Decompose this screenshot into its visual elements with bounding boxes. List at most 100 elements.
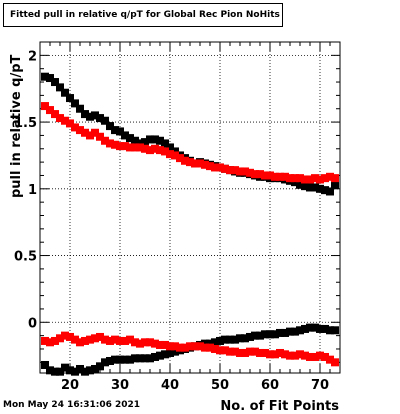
data-point	[206, 339, 214, 348]
data-point	[301, 351, 309, 360]
data-point	[111, 140, 119, 149]
data-point	[276, 328, 284, 337]
data-point	[311, 352, 319, 361]
data-point	[311, 323, 319, 332]
data-point	[181, 343, 189, 352]
data-point	[156, 136, 164, 145]
data-point	[146, 354, 154, 363]
axis-tick-labels: 20 30 40 50 60 70 0 0.5 1 1.5 2	[14, 49, 329, 393]
data-point	[61, 331, 69, 340]
data-point	[186, 158, 194, 167]
data-point	[86, 335, 94, 344]
data-point	[311, 183, 319, 192]
data-point	[281, 328, 289, 337]
data-point	[136, 354, 144, 363]
data-point	[231, 347, 239, 356]
data-point	[91, 364, 99, 373]
data-point	[201, 160, 209, 169]
data-point	[161, 340, 169, 349]
data-point	[261, 330, 269, 339]
x-tick-label: 50	[211, 378, 229, 393]
data-point	[146, 338, 154, 347]
y-tick-label: 1.5	[14, 116, 37, 131]
data-point	[96, 362, 104, 371]
x-axis-label: No. of Fit Points	[220, 399, 339, 414]
data-point	[276, 348, 284, 357]
data-point	[126, 355, 134, 364]
data-point	[121, 142, 129, 151]
data-point	[71, 99, 79, 108]
data-point	[286, 327, 294, 336]
data-point	[61, 363, 69, 372]
data-point	[316, 324, 324, 333]
data-point	[96, 332, 104, 341]
data-point	[176, 343, 184, 352]
data-point	[116, 355, 124, 364]
data-point	[81, 110, 89, 119]
data-point	[171, 147, 179, 156]
data-point	[41, 336, 49, 345]
data-point	[81, 336, 89, 345]
data-point	[256, 331, 264, 340]
data-point	[81, 367, 89, 376]
data-point	[201, 339, 209, 348]
data-point	[256, 170, 264, 179]
data-point	[181, 156, 189, 165]
data-point	[176, 154, 184, 163]
data-point	[111, 126, 119, 135]
data-point	[206, 343, 214, 352]
data-point	[46, 106, 54, 115]
data-point	[266, 330, 274, 339]
data-point	[291, 178, 299, 187]
data-point	[321, 174, 329, 183]
data-point	[196, 342, 204, 351]
data-point	[156, 146, 164, 155]
data-point	[96, 114, 104, 123]
data-point	[246, 347, 254, 356]
data-point	[51, 78, 59, 87]
data-point	[141, 138, 149, 147]
data-point	[276, 172, 284, 181]
data-point	[106, 356, 114, 365]
data-point	[296, 174, 304, 183]
data-point	[266, 171, 274, 180]
data-point	[126, 143, 134, 152]
data-point	[106, 139, 114, 148]
y-tick-label: 1	[28, 183, 37, 198]
data-point	[156, 340, 164, 349]
data-point	[316, 351, 324, 360]
data-point	[316, 175, 324, 184]
data-point	[186, 342, 194, 351]
data-point	[131, 354, 139, 363]
data-point	[216, 163, 224, 172]
data-point	[161, 139, 169, 148]
data-point	[101, 358, 109, 367]
data-point	[306, 183, 314, 192]
x-tick-label: 40	[161, 378, 179, 393]
y-axis-label: pull in relative q/pT	[9, 54, 24, 198]
data-point	[236, 334, 244, 343]
data-point	[56, 83, 64, 92]
data-point	[131, 143, 139, 152]
chart-title-box: Fitted pull in relative q/pT for Global …	[3, 3, 283, 27]
data-point	[46, 74, 54, 83]
data-point	[91, 111, 99, 120]
data-point	[161, 147, 169, 156]
data-point	[141, 144, 149, 153]
data-point	[46, 366, 54, 375]
data-point	[111, 355, 119, 364]
data-point	[206, 162, 214, 171]
data-point	[306, 352, 314, 361]
data-point	[301, 175, 309, 184]
data-point	[331, 326, 339, 335]
data-point	[211, 163, 219, 172]
data-point	[171, 347, 179, 356]
data-point	[46, 338, 54, 347]
data-point	[56, 334, 64, 343]
data-point	[66, 94, 74, 103]
plot-frame	[39, 41, 341, 374]
data-point	[91, 128, 99, 137]
data-point	[201, 343, 209, 352]
data-point	[251, 347, 259, 356]
data-point	[296, 326, 304, 335]
